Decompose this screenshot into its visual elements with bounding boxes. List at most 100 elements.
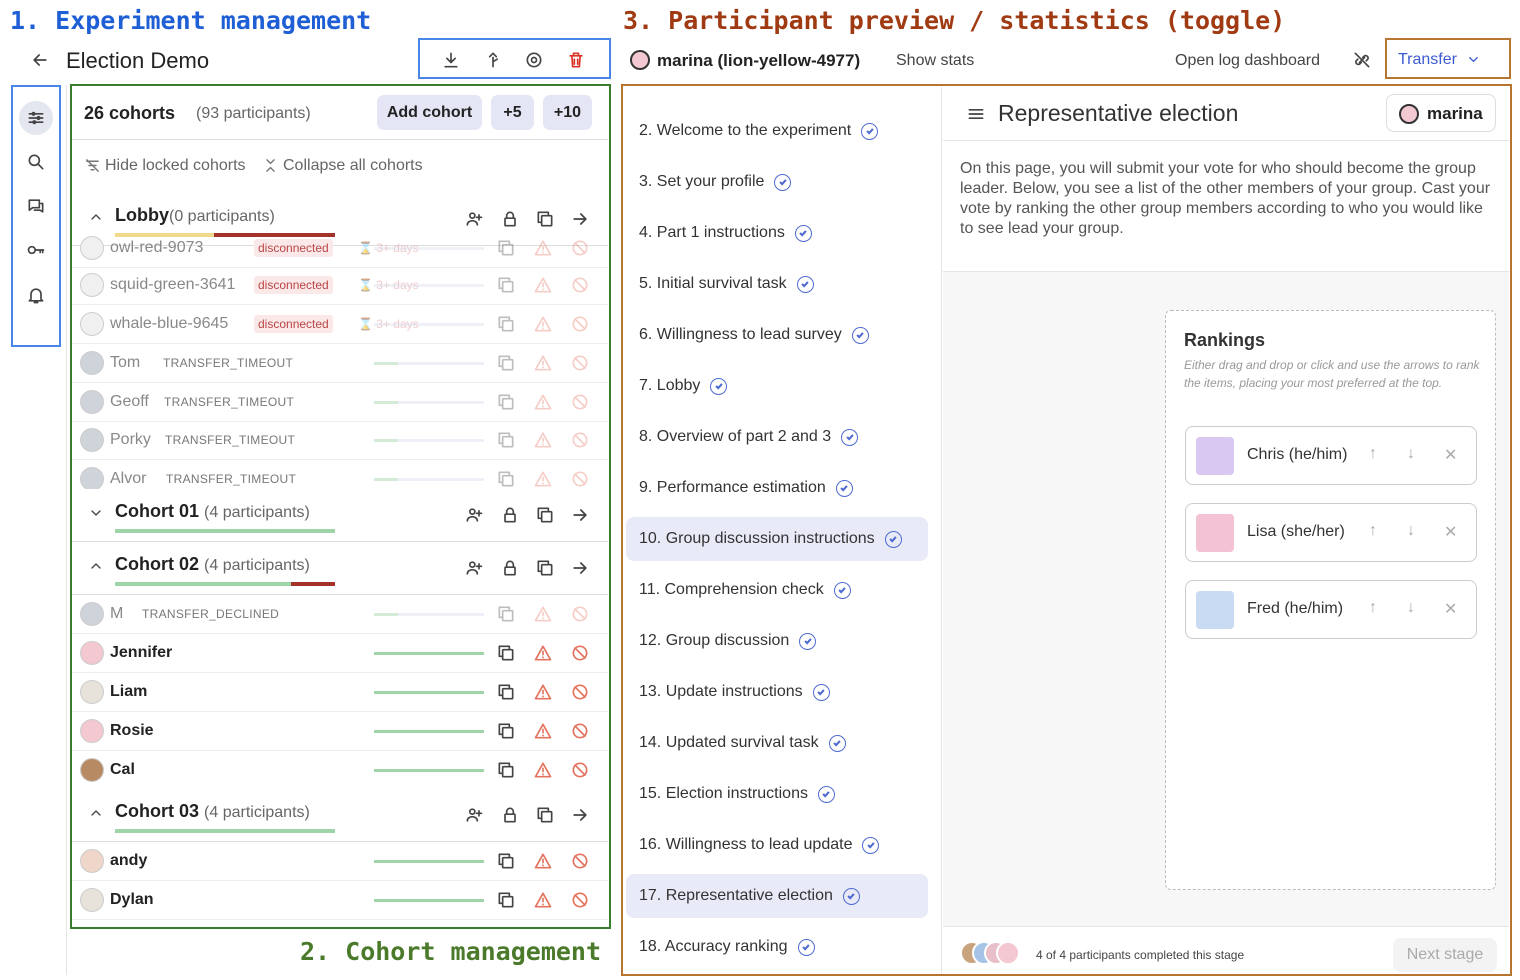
cohort-02-header[interactable]: Cohort 02 (4 participants) <box>72 542 608 595</box>
stage-item[interactable]: 11. Comprehension check <box>626 568 928 612</box>
search-icon[interactable] <box>26 152 46 172</box>
back-arrow-icon[interactable] <box>30 50 50 70</box>
lock-icon[interactable] <box>500 805 520 825</box>
collapse-icon[interactable] <box>262 157 279 174</box>
filter-off-icon[interactable] <box>84 157 101 174</box>
arrow-down-icon[interactable]: ↓ <box>1407 445 1415 462</box>
add-cohort-button[interactable]: Add cohort <box>377 95 482 130</box>
participant-row[interactable]: whale-blue-9645 disconnected ⌛ 3+ days <box>72 305 608 344</box>
stage-item[interactable]: 14. Updated survival task <box>626 721 928 765</box>
ban-icon[interactable] <box>570 721 590 741</box>
participant-row[interactable]: Porky TRANSFER_TIMEOUT <box>72 421 608 460</box>
arrow-up-icon[interactable]: ↑ <box>1369 445 1377 462</box>
copy-icon[interactable] <box>535 209 555 229</box>
copy-icon[interactable] <box>496 430 516 450</box>
ranking-item[interactable]: Lisa (she/her) ↑ ↓ ✕ <box>1185 503 1477 562</box>
lock-icon[interactable] <box>500 505 520 525</box>
stage-item[interactable]: 5. Initial survival task <box>626 262 928 306</box>
ban-icon[interactable] <box>570 643 590 663</box>
gear-icon[interactable] <box>524 50 544 70</box>
lobby-header[interactable]: Lobby(0 participants) <box>72 193 608 246</box>
chevron-up-icon[interactable] <box>88 209 104 225</box>
stage-item[interactable]: 18. Accuracy ranking <box>626 925 928 969</box>
ban-icon[interactable] <box>570 682 590 702</box>
chevron-up-icon[interactable] <box>88 558 104 574</box>
ranking-item[interactable]: Fred (he/him) ↑ ↓ ✕ <box>1185 580 1477 639</box>
participant-row[interactable]: Tom TRANSFER_TIMEOUT <box>72 344 608 383</box>
arrow-right-icon[interactable] <box>570 505 590 525</box>
participant-row[interactable]: Cal <box>72 751 608 790</box>
participant-row[interactable]: owl-red-9073 disconnected ⌛ 3+ days <box>72 229 608 268</box>
close-icon[interactable]: ✕ <box>1444 447 1458 464</box>
warning-icon[interactable] <box>533 721 553 741</box>
ban-icon[interactable] <box>570 890 590 910</box>
warning-icon[interactable] <box>533 314 553 334</box>
stage-item[interactable]: 12. Group discussion <box>626 619 928 663</box>
copy-icon[interactable] <box>496 314 516 334</box>
fork-icon[interactable] <box>483 50 503 70</box>
arrow-right-icon[interactable] <box>570 209 590 229</box>
menu-icon[interactable] <box>966 104 986 124</box>
stage-item[interactable]: 8. Overview of part 2 and 3 <box>626 415 928 459</box>
chevron-down-icon[interactable] <box>1466 52 1481 67</box>
download-icon[interactable] <box>441 50 461 70</box>
show-stats-toggle[interactable]: Show stats <box>896 52 975 69</box>
warning-icon[interactable] <box>533 430 553 450</box>
copy-icon[interactable] <box>496 469 516 489</box>
warning-icon[interactable] <box>533 275 553 295</box>
copy-icon[interactable] <box>496 851 516 871</box>
ban-icon[interactable] <box>570 238 590 258</box>
warning-icon[interactable] <box>533 890 553 910</box>
copy-icon[interactable] <box>535 805 555 825</box>
ban-icon[interactable] <box>570 392 590 412</box>
ban-icon[interactable] <box>570 469 590 489</box>
chevron-up-icon[interactable] <box>88 805 104 821</box>
key-icon[interactable] <box>26 240 46 260</box>
stage-item[interactable]: 2. Welcome to the experiment <box>626 109 928 153</box>
arrow-down-icon[interactable]: ↓ <box>1407 599 1415 616</box>
copy-icon[interactable] <box>496 760 516 780</box>
ban-icon[interactable] <box>570 851 590 871</box>
settings-sliders-icon[interactable] <box>26 108 46 128</box>
ban-icon[interactable] <box>570 314 590 334</box>
warning-icon[interactable] <box>533 238 553 258</box>
stage-item[interactable]: 4. Part 1 instructions <box>626 211 928 255</box>
copy-icon[interactable] <box>496 682 516 702</box>
warning-icon[interactable] <box>533 643 553 663</box>
lock-icon[interactable] <box>500 558 520 578</box>
ban-icon[interactable] <box>570 760 590 780</box>
stage-item[interactable]: 16. Willingness to lead update <box>626 823 928 867</box>
participant-row[interactable]: squid-green-3641 disconnected ⌛ 3+ days <box>72 266 608 305</box>
cohort-03-header[interactable]: Cohort 03 (4 participants) <box>72 789 608 842</box>
stage-item[interactable]: 9. Performance estimation <box>626 466 928 510</box>
add-user-icon[interactable] <box>464 209 484 229</box>
arrow-right-icon[interactable] <box>570 805 590 825</box>
collapse-all-toggle[interactable]: Collapse all cohorts <box>283 157 423 174</box>
bell-icon[interactable] <box>26 285 46 305</box>
warning-icon[interactable] <box>533 682 553 702</box>
transfer-button[interactable]: Transfer <box>1398 51 1457 68</box>
stage-item[interactable]: 15. Election instructions <box>626 772 928 816</box>
arrow-up-icon[interactable]: ↑ <box>1369 599 1377 616</box>
participant-row[interactable]: Jennifer <box>72 634 608 673</box>
hide-locked-toggle[interactable]: Hide locked cohorts <box>105 157 246 174</box>
copy-icon[interactable] <box>496 392 516 412</box>
ban-icon[interactable] <box>570 275 590 295</box>
warning-icon[interactable] <box>533 353 553 373</box>
link-off-icon[interactable] <box>1352 50 1372 70</box>
stage-item[interactable]: 3. Set your profile <box>626 160 928 204</box>
add-5-button[interactable]: +5 <box>491 95 534 130</box>
stage-item[interactable]: 10. Group discussion instructions <box>626 517 928 561</box>
chevron-down-icon[interactable] <box>88 505 104 521</box>
copy-icon[interactable] <box>496 721 516 741</box>
warning-icon[interactable] <box>533 604 553 624</box>
participant-row[interactable]: M TRANSFER_DECLINED <box>72 595 608 634</box>
copy-icon[interactable] <box>496 890 516 910</box>
copy-icon[interactable] <box>496 238 516 258</box>
ban-icon[interactable] <box>570 430 590 450</box>
warning-icon[interactable] <box>533 469 553 489</box>
close-icon[interactable]: ✕ <box>1444 601 1458 618</box>
stage-item[interactable]: 7. Lobby <box>626 364 928 408</box>
arrow-up-icon[interactable]: ↑ <box>1369 522 1377 539</box>
chat-icon[interactable] <box>26 196 46 216</box>
